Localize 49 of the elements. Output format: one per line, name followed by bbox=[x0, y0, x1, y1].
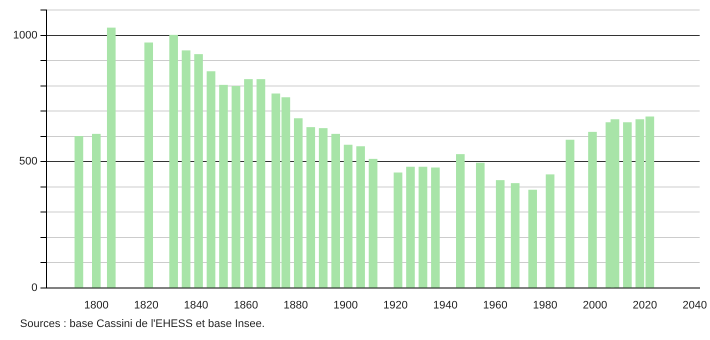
bar bbox=[510, 183, 520, 288]
bar bbox=[344, 144, 352, 288]
bar bbox=[306, 127, 316, 288]
bar bbox=[206, 71, 216, 288]
bar bbox=[219, 84, 228, 288]
y-tick-label: 1000 bbox=[12, 29, 38, 42]
bar bbox=[368, 158, 378, 288]
bar bbox=[496, 180, 505, 288]
bar bbox=[431, 168, 440, 288]
bar bbox=[318, 128, 328, 288]
bar bbox=[232, 86, 240, 288]
x-tick-label: 1860 bbox=[234, 299, 258, 312]
bar bbox=[244, 79, 253, 288]
x-tick-label: 1880 bbox=[284, 299, 308, 312]
bar bbox=[394, 172, 402, 288]
bar bbox=[169, 34, 178, 288]
bar bbox=[256, 79, 266, 288]
x-tick-label: 2040 bbox=[682, 299, 707, 312]
bar bbox=[546, 174, 554, 288]
bar bbox=[566, 140, 574, 288]
bar bbox=[356, 146, 365, 288]
bar bbox=[406, 166, 415, 288]
x-tick-label: 2020 bbox=[632, 299, 658, 312]
x-tick-label: 1920 bbox=[383, 299, 408, 312]
y-tick-label: 0 bbox=[31, 282, 38, 294]
x-tick-label: 1820 bbox=[134, 299, 158, 312]
x-tick-label: 1940 bbox=[433, 299, 458, 312]
x-tick-label: 2000 bbox=[582, 299, 608, 312]
source-note: Sources : base Cassini de l'EHESS et base Insee. bbox=[20, 318, 265, 330]
x-tick-label: 1980 bbox=[532, 299, 558, 312]
bar bbox=[106, 28, 116, 288]
y-tick-label: 500 bbox=[19, 156, 38, 168]
bar bbox=[74, 136, 84, 288]
bar bbox=[182, 50, 190, 288]
bar bbox=[476, 162, 485, 288]
bar bbox=[294, 118, 303, 288]
x-tick-label: 1800 bbox=[84, 299, 109, 312]
bar bbox=[418, 166, 428, 288]
bar bbox=[331, 134, 340, 288]
x-tick-label: 1960 bbox=[483, 299, 508, 312]
bar bbox=[623, 122, 632, 288]
x-tick-label: 1840 bbox=[184, 299, 208, 312]
bar bbox=[528, 190, 537, 288]
bar bbox=[92, 134, 101, 288]
bar bbox=[588, 132, 597, 288]
bar bbox=[456, 154, 465, 288]
x-tick-label: 1900 bbox=[333, 299, 358, 312]
bar bbox=[194, 54, 203, 288]
bar bbox=[144, 42, 154, 288]
